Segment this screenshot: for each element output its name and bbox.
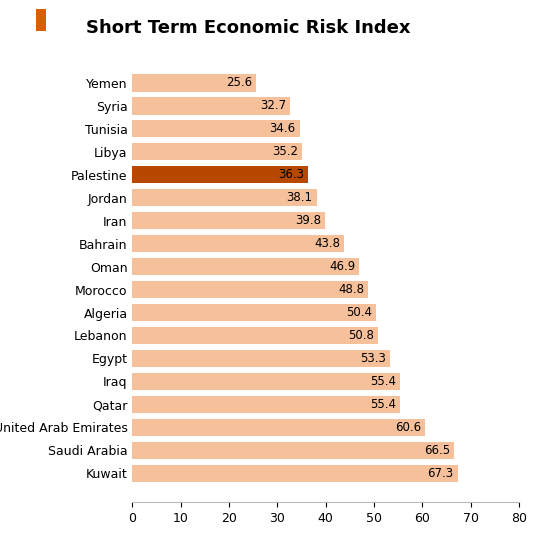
Bar bbox=[132, 418, 425, 436]
Text: 66.5: 66.5 bbox=[424, 444, 450, 457]
Text: 48.8: 48.8 bbox=[338, 283, 364, 296]
Bar bbox=[132, 235, 344, 252]
Text: 35.2: 35.2 bbox=[273, 145, 299, 158]
Bar bbox=[132, 166, 308, 184]
Text: 25.6: 25.6 bbox=[226, 77, 252, 90]
Bar bbox=[132, 373, 400, 390]
Bar bbox=[132, 189, 316, 206]
Bar bbox=[132, 143, 302, 160]
Bar bbox=[132, 97, 290, 114]
Text: 46.9: 46.9 bbox=[329, 260, 355, 273]
Text: 53.3: 53.3 bbox=[360, 352, 386, 365]
Bar bbox=[132, 442, 454, 459]
Text: 50.4: 50.4 bbox=[346, 306, 372, 319]
Text: 38.1: 38.1 bbox=[286, 191, 312, 204]
Text: 55.4: 55.4 bbox=[370, 398, 396, 411]
Bar bbox=[132, 304, 376, 321]
Text: 50.8: 50.8 bbox=[348, 329, 374, 342]
Bar bbox=[132, 327, 378, 344]
Text: 32.7: 32.7 bbox=[261, 99, 286, 112]
Text: 60.6: 60.6 bbox=[395, 421, 421, 434]
Text: 34.6: 34.6 bbox=[269, 123, 296, 136]
Text: 39.8: 39.8 bbox=[295, 214, 321, 227]
Bar bbox=[132, 281, 368, 298]
Text: 43.8: 43.8 bbox=[314, 237, 340, 250]
Bar bbox=[132, 258, 359, 275]
Bar bbox=[132, 120, 300, 138]
Text: Short Term Economic Risk Index: Short Term Economic Risk Index bbox=[86, 19, 410, 37]
Bar bbox=[132, 350, 390, 367]
Text: 36.3: 36.3 bbox=[278, 168, 304, 181]
Bar bbox=[132, 212, 325, 230]
Text: 67.3: 67.3 bbox=[428, 467, 454, 480]
Bar bbox=[132, 464, 458, 482]
Bar bbox=[132, 396, 400, 413]
Text: 55.4: 55.4 bbox=[370, 375, 396, 388]
Bar bbox=[132, 75, 256, 92]
